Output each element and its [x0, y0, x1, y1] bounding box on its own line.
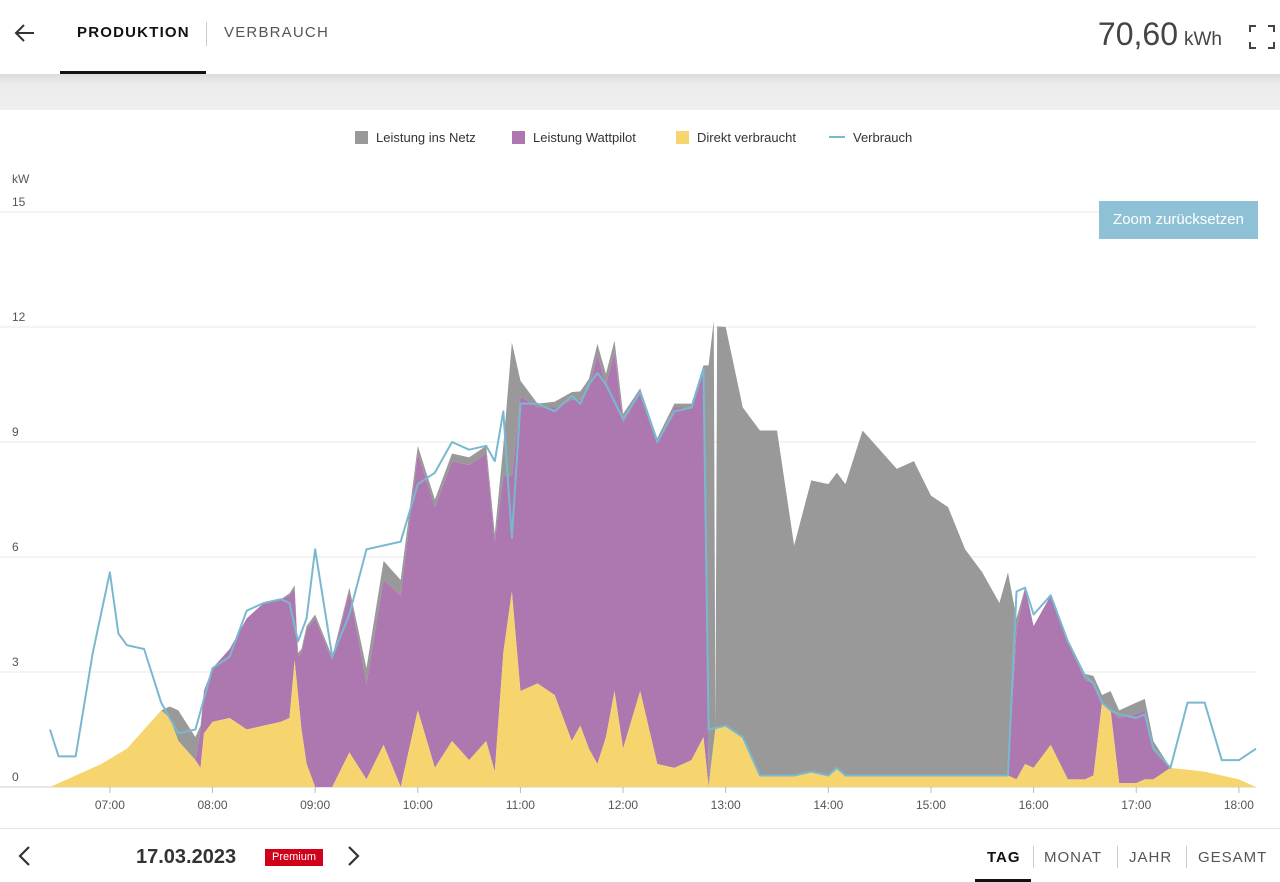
x-tick-label: 10:00: [403, 798, 433, 812]
header-shadow: [0, 74, 1280, 110]
series-area-direkt: [50, 591, 1256, 787]
period-jahr[interactable]: JAHR: [1129, 849, 1173, 866]
legend-swatch: [512, 131, 525, 144]
x-tick-label: 11:00: [506, 798, 535, 812]
x-tick-label: 14:00: [813, 798, 843, 812]
legend-line: [829, 136, 845, 138]
y-tick-label: 15: [12, 195, 26, 209]
legend-item-direkt[interactable]: Direkt verbraucht: [676, 130, 796, 145]
x-tick-label: 12:00: [608, 798, 638, 812]
legend-swatch: [355, 131, 368, 144]
tab-divider: [206, 22, 207, 46]
period-monat[interactable]: MONAT: [1044, 849, 1103, 866]
bottom-bar: 17.03.2023 Premium TAG MONAT JAHR GESAMT: [0, 828, 1280, 882]
total-energy-value: 70,60: [1097, 16, 1178, 52]
tab-verbrauch[interactable]: VERBRAUCH: [224, 24, 329, 41]
y-tick-label: 9: [12, 425, 19, 439]
y-tick-label: 0: [12, 770, 19, 784]
period-tag[interactable]: TAG: [987, 849, 1021, 866]
energy-chart[interactable]: 15 12 9 6 3 0 kW 07:00 08:00 09:00 10:00 11:00 12:00…: [0, 110, 1280, 828]
legend-item-wattpilot[interactable]: Leistung Wattpilot: [512, 130, 636, 145]
y-tick-label: 6: [12, 540, 19, 554]
x-tick-label: 07:00: [95, 798, 125, 812]
total-energy-unit: kWh: [1184, 29, 1222, 50]
x-tick-label: 17:00: [1121, 798, 1151, 812]
legend-item-netz[interactable]: Leistung ins Netz: [355, 130, 476, 145]
x-tick-label: 16:00: [1019, 798, 1049, 812]
tab-produktion[interactable]: PRODUKTION: [77, 24, 190, 41]
chart-legend: Leistung ins Netz Leistung Wattpilot Dir…: [0, 130, 1280, 148]
legend-item-verbrauch[interactable]: Verbrauch: [829, 130, 912, 145]
period-gesamt[interactable]: GESAMT: [1198, 849, 1268, 866]
zoom-reset-button[interactable]: Zoom zurücksetzen: [1099, 201, 1258, 239]
total-energy: 70,60 kWh: [1098, 16, 1222, 53]
period-divider: [1186, 846, 1187, 868]
y-tick-label: 12: [12, 310, 26, 324]
chevron-right-icon[interactable]: [342, 843, 364, 869]
period-divider: [1117, 846, 1118, 868]
series-line-verbrauch: [49, 368, 1257, 777]
current-date: 17.03.2023: [136, 846, 237, 868]
legend-swatch: [676, 131, 689, 144]
series-area-wattpilot: [50, 351, 1256, 787]
x-tick-label: 15:00: [916, 798, 946, 812]
x-tick-label: 13:00: [711, 798, 741, 812]
y-axis-label: kW: [12, 172, 30, 186]
chevron-left-icon[interactable]: [14, 843, 36, 869]
period-divider: [1033, 846, 1034, 868]
x-tick-label: 08:00: [197, 798, 227, 812]
active-tab-indicator: [60, 71, 206, 75]
top-bar: PRODUKTION VERBRAUCH 70,60 kWh: [0, 0, 1280, 75]
y-tick-label: 3: [12, 655, 19, 669]
series-area-netz: [50, 320, 1256, 787]
x-tick-label: 18:00: [1224, 798, 1254, 812]
fullscreen-icon[interactable]: [1248, 24, 1276, 50]
arrow-left-icon[interactable]: [12, 20, 38, 46]
x-tick-label: 09:00: [300, 798, 330, 812]
premium-badge: Premium: [265, 849, 323, 866]
